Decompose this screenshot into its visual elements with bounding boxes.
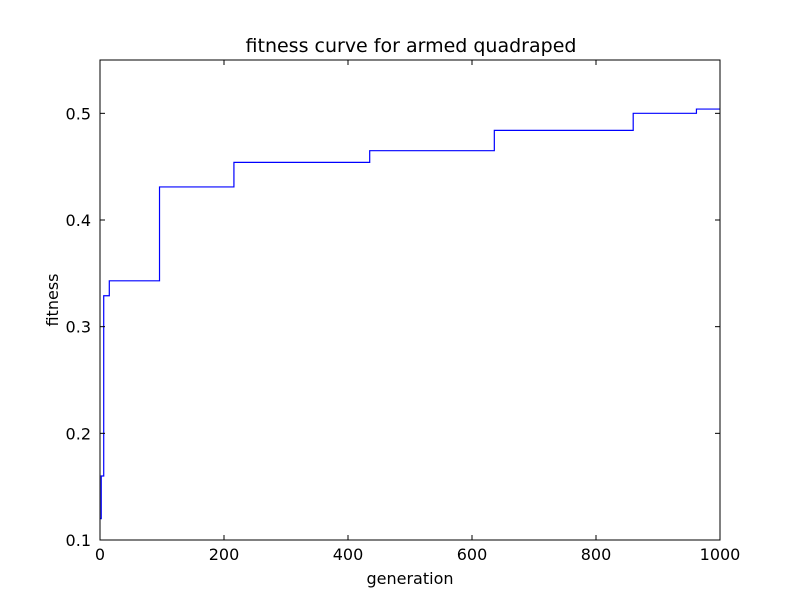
chart-title: fitness curve for armed quadraped	[246, 35, 577, 57]
plot-area	[100, 108, 720, 520]
x-tick-label: 600	[457, 545, 488, 564]
tick-marks	[99, 60, 721, 541]
tick-labels: 0 200 400 600 800 1000 0.1 0.2 0.3 0.4 0.5	[66, 104, 741, 564]
y-axis-title: fitness	[43, 273, 62, 326]
y-tick-label: 0.5	[66, 104, 91, 123]
y-tick-label: 0.3	[66, 318, 91, 337]
y-tick-label: 0.2	[66, 424, 91, 443]
y-tick-label: 0.1	[66, 531, 91, 550]
x-tick-label: 200	[209, 545, 240, 564]
axes-frame	[99, 59, 721, 541]
x-tick-label: 400	[333, 545, 364, 564]
x-tick-label: 1000	[700, 545, 741, 564]
x-tick-label: 0	[95, 545, 105, 564]
x-tick-label: 800	[581, 545, 612, 564]
series-line-0	[100, 108, 720, 520]
x-axis-title: generation	[366, 569, 453, 588]
y-tick-label: 0.4	[66, 211, 91, 230]
